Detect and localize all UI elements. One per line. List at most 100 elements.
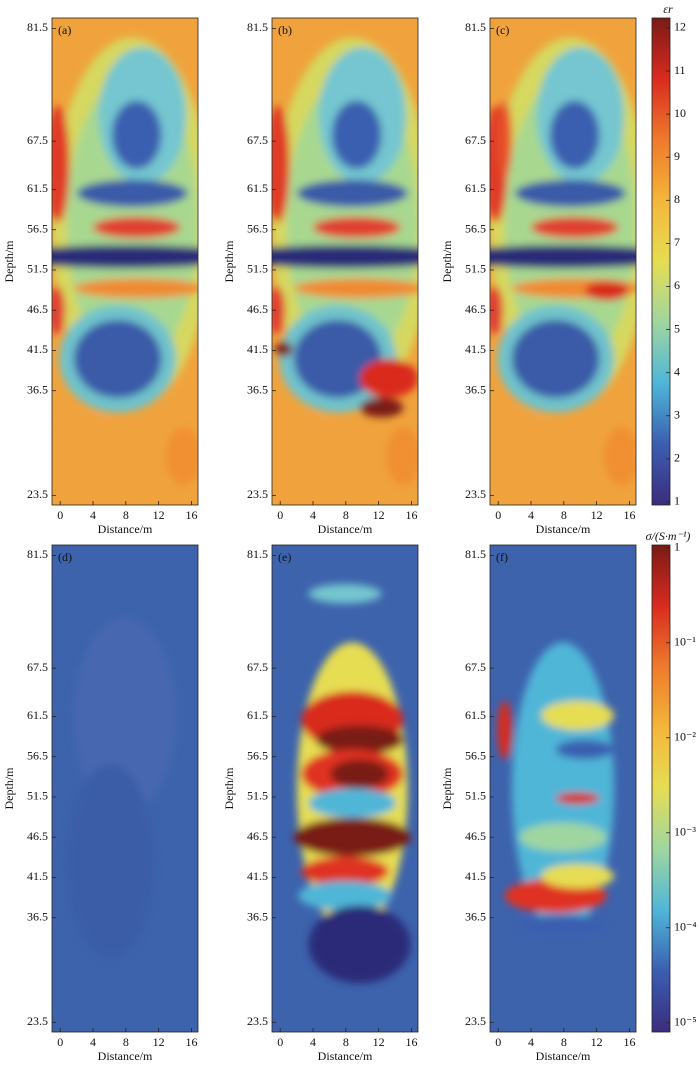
heatmap-shape: [73, 618, 177, 813]
heatmap-shape: [52, 412, 140, 505]
heatmap-shape: [293, 817, 411, 857]
colorbar-tick-label: 8: [674, 192, 680, 206]
colorbar-tick-label: 10⁻¹: [674, 635, 696, 649]
colorbar-tick-label: 5: [674, 321, 680, 335]
y-tick-label: 23.5: [465, 1014, 486, 1028]
x-tick-label: 8: [343, 1035, 349, 1049]
heatmap-shape: [555, 792, 600, 805]
y-tick-label: 41.5: [465, 342, 486, 356]
heatmap-field: [490, 37, 636, 505]
heatmap-shape: [490, 412, 578, 505]
heatmap-field: [497, 642, 615, 935]
x-tick-label: 4: [528, 508, 534, 522]
y-tick-label: 61.5: [465, 708, 486, 722]
y-axis-label: Depth/m: [440, 240, 454, 283]
y-tick-label: 46.5: [27, 302, 48, 316]
plot-frame: [489, 544, 637, 1033]
y-tick-label: 41.5: [27, 342, 48, 356]
x-tick-label: 8: [561, 508, 567, 522]
heatmap: [272, 18, 418, 505]
heatmap-shape: [272, 285, 286, 335]
x-tick-label: 16: [405, 1035, 417, 1049]
heatmap-shape: [312, 216, 401, 239]
y-tick-label: 23.5: [27, 1014, 48, 1028]
heatmap-shape: [315, 725, 404, 755]
plot-frame: [51, 17, 199, 506]
y-tick-label: 67.5: [465, 660, 486, 674]
x-tick-label: 12: [591, 1035, 603, 1049]
y-tick-label: 46.5: [247, 829, 268, 843]
y-tick-label: 61.5: [247, 181, 268, 195]
heatmap-shape: [73, 278, 198, 299]
y-axis-label: Depth/m: [2, 240, 16, 283]
colorbar-label: σ/(S·m⁻¹): [646, 529, 691, 543]
plot-frame: [271, 17, 419, 506]
x-tick-label: 4: [310, 1035, 316, 1049]
heatmap-shape: [73, 319, 162, 398]
colorbar-tick-label: 7: [674, 235, 680, 249]
y-tick-label: 46.5: [27, 829, 48, 843]
colorbar-label: εr: [663, 2, 673, 16]
heatmap-shape: [293, 278, 418, 299]
colorbar-tick-label: 12: [674, 20, 686, 34]
y-tick-label: 56.5: [247, 221, 268, 235]
y-tick-label: 81.5: [247, 20, 268, 34]
x-tick-label: 16: [623, 1035, 635, 1049]
heatmap-shape: [541, 700, 615, 731]
x-tick-label: 0: [57, 508, 63, 522]
x-tick-label: 8: [561, 1035, 567, 1049]
y-tick-label: 23.5: [465, 487, 486, 501]
heatmap-shape: [165, 427, 198, 486]
heatmap-shape: [274, 341, 293, 357]
colorbar-tick-label: 10⁻⁴: [674, 920, 697, 934]
x-tick-label: 0: [495, 1035, 501, 1049]
y-tick-label: 51.5: [27, 262, 48, 276]
y-tick-label: 36.5: [247, 909, 268, 923]
y-tick-label: 67.5: [27, 660, 48, 674]
heatmap-shape: [52, 105, 70, 223]
heatmap-shape: [514, 179, 626, 207]
y-tick-label: 41.5: [27, 869, 48, 883]
x-axis-label: Distance/m: [318, 1049, 373, 1062]
panel-label: (d): [58, 550, 72, 564]
plot-frame: [271, 544, 419, 1033]
y-tick-label: 56.5: [27, 221, 48, 235]
y-tick-label: 67.5: [27, 133, 48, 147]
heatmap-shape: [497, 700, 512, 760]
heatmap-shape: [490, 285, 504, 335]
colorbar: [651, 17, 671, 506]
y-tick-label: 41.5: [465, 869, 486, 883]
heatmap-shape: [385, 427, 418, 486]
panel-label: (f): [496, 550, 508, 564]
y-tick-label: 46.5: [465, 302, 486, 316]
x-tick-label: 12: [373, 508, 385, 522]
heatmap: [52, 18, 198, 505]
y-tick-label: 36.5: [27, 382, 48, 396]
y-tick-label: 23.5: [247, 1014, 268, 1028]
y-tick-label: 81.5: [465, 547, 486, 561]
heatmap-field: [66, 618, 177, 959]
heatmap-shape: [584, 280, 629, 301]
colorbar-tick-label: 9: [674, 149, 680, 163]
y-tick-label: 61.5: [27, 181, 48, 195]
heatmap-shape: [111, 100, 162, 169]
heatmap-shape: [519, 822, 607, 852]
x-tick-label: 0: [495, 508, 501, 522]
x-axis-label: Distance/m: [318, 522, 373, 536]
x-tick-label: 4: [310, 508, 316, 522]
x-tick-label: 4: [528, 1035, 534, 1049]
colorbar: [651, 544, 671, 1033]
y-tick-label: 36.5: [247, 382, 268, 396]
y-tick-label: 56.5: [465, 221, 486, 235]
heatmap-shape: [272, 244, 418, 269]
y-tick-label: 51.5: [27, 789, 48, 803]
x-tick-label: 12: [153, 508, 165, 522]
colorbar-tick-label: 4: [674, 364, 680, 378]
x-tick-label: 0: [57, 1035, 63, 1049]
y-tick-label: 41.5: [247, 342, 268, 356]
y-axis-label: Depth/m: [440, 767, 454, 810]
y-tick-label: 36.5: [465, 382, 486, 396]
y-tick-label: 81.5: [27, 547, 48, 561]
y-tick-label: 51.5: [465, 262, 486, 276]
colorbar-tick-label: 3: [674, 408, 680, 422]
